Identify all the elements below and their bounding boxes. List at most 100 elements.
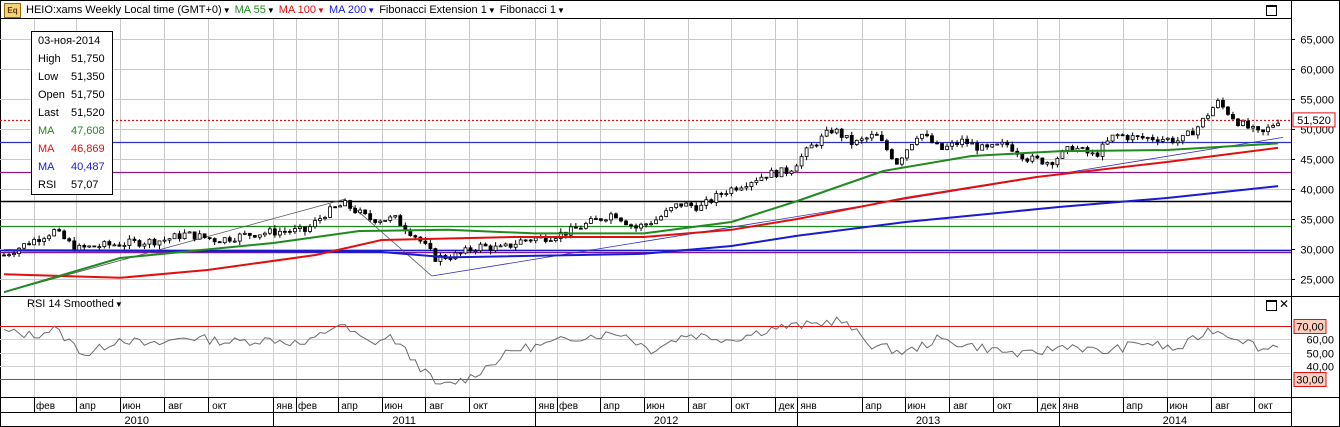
candle-body bbox=[1140, 135, 1145, 139]
candle-body bbox=[1030, 155, 1035, 162]
month-label: апр bbox=[79, 401, 96, 412]
candle-body bbox=[925, 133, 929, 137]
candle-body bbox=[12, 253, 16, 256]
candle-body bbox=[1020, 153, 1025, 160]
candle-body bbox=[257, 234, 262, 238]
rsi-upper-label: 70,00 bbox=[1296, 322, 1324, 334]
info-date: 03-ноя-2014 bbox=[38, 35, 101, 47]
info-value: 40,487 bbox=[71, 161, 105, 173]
candle-body bbox=[970, 142, 975, 145]
indicator-label: MA 200 bbox=[328, 4, 367, 16]
info-key: Open bbox=[38, 89, 65, 101]
info-row-open: Open 51,750 bbox=[32, 86, 112, 104]
candle-body bbox=[578, 227, 583, 230]
instrument-title[interactable]: HEIO:xams Weekly Local time (GMT+0) ▼ bbox=[26, 4, 231, 16]
maximize-rsi-panel-button[interactable] bbox=[1266, 300, 1277, 311]
candle-body bbox=[393, 215, 398, 218]
candle-body bbox=[323, 217, 327, 220]
candle-body bbox=[583, 222, 588, 229]
candle-body bbox=[22, 243, 26, 249]
candle-body bbox=[388, 216, 393, 221]
candle-body bbox=[37, 239, 42, 242]
candle-body bbox=[147, 238, 152, 245]
info-value: 46,869 bbox=[71, 143, 105, 155]
info-row-low: Low 51,350 bbox=[32, 68, 112, 86]
candle-body bbox=[468, 247, 473, 252]
price-tick-label: 60,000 bbox=[1300, 65, 1334, 77]
candle-body bbox=[900, 157, 904, 165]
data-window: 03-ноя-2014 High 51,750 Low 51,350 Open 51,… bbox=[31, 31, 113, 195]
candle-body bbox=[774, 169, 779, 178]
candle-body bbox=[428, 243, 433, 249]
candle-body bbox=[1125, 135, 1130, 141]
candle-body bbox=[358, 209, 363, 214]
instrument-label: HEIO:xams Weekly Local time (GMT+0) bbox=[26, 4, 222, 16]
month-label: дек bbox=[779, 401, 795, 412]
indicator-ma100[interactable]: MA 100 ▼ bbox=[279, 4, 325, 16]
indicator-label: MA 100 bbox=[278, 4, 317, 16]
candle-body bbox=[980, 144, 985, 151]
candle-body bbox=[348, 200, 353, 209]
candle-body bbox=[57, 229, 62, 232]
candle-body bbox=[684, 202, 689, 207]
candle-body bbox=[1045, 162, 1050, 165]
candle-body bbox=[1200, 117, 1205, 128]
candle-body bbox=[1055, 157, 1060, 166]
candle-body bbox=[313, 220, 317, 228]
candle-body bbox=[874, 133, 879, 136]
candle-body bbox=[458, 252, 463, 255]
candle-body bbox=[72, 240, 77, 252]
year-label: 2012 bbox=[654, 415, 678, 427]
candle-body bbox=[207, 237, 212, 239]
month-label: окт bbox=[735, 401, 750, 412]
candle-body bbox=[277, 230, 282, 236]
year-label: 2013 bbox=[916, 415, 940, 427]
month-label: янв bbox=[1062, 401, 1078, 412]
candle-body bbox=[162, 239, 167, 242]
candle-body bbox=[960, 138, 964, 145]
candle-body bbox=[588, 218, 593, 224]
rsi-panel-title[interactable]: RSI 14 Smoothed ▼ bbox=[27, 298, 123, 310]
close-icon[interactable]: ✕ bbox=[1279, 297, 1290, 311]
candle-body bbox=[513, 243, 518, 248]
month-label: авг bbox=[692, 401, 707, 412]
candle-body bbox=[558, 231, 563, 239]
price-tick-label: 25,000 bbox=[1300, 275, 1334, 287]
candle-body bbox=[553, 238, 558, 241]
candle-body bbox=[809, 144, 814, 149]
candle-body bbox=[1110, 134, 1115, 142]
candle-body bbox=[202, 233, 207, 238]
candle-body bbox=[498, 245, 503, 248]
candle-body bbox=[343, 200, 348, 207]
candle-body bbox=[704, 199, 709, 206]
candle-body bbox=[167, 238, 172, 241]
candle-body bbox=[1155, 139, 1160, 142]
candle-body bbox=[503, 243, 508, 247]
candle-body bbox=[839, 128, 844, 138]
candle-body bbox=[1165, 137, 1170, 140]
candle-body bbox=[493, 245, 498, 251]
month-label: апр bbox=[1126, 401, 1143, 412]
candle-body bbox=[1231, 113, 1235, 120]
month-label: июн bbox=[1169, 401, 1188, 412]
ma200-line bbox=[3, 185, 1279, 259]
maximize-price-panel-button[interactable] bbox=[1266, 5, 1277, 16]
indicator-ma55[interactable]: MA 55 ▼ bbox=[235, 4, 275, 16]
candle-body bbox=[940, 143, 944, 150]
candle-body bbox=[523, 239, 528, 242]
month-label: авг bbox=[953, 401, 968, 412]
candle-body bbox=[137, 240, 142, 247]
indicator-fib-extension[interactable]: Fibonacci Extension 1 ▼ bbox=[379, 4, 496, 16]
candle-body bbox=[363, 209, 368, 215]
candle-body bbox=[52, 229, 57, 237]
rsi-upper-tag bbox=[1293, 319, 1327, 334]
month-label: авг bbox=[429, 401, 444, 412]
indicator-ma200[interactable]: MA 200 ▼ bbox=[329, 4, 375, 16]
candle-body bbox=[1160, 138, 1165, 142]
candle-body bbox=[749, 182, 754, 187]
candle-body bbox=[1120, 134, 1125, 137]
dropdown-arrow-icon: ▼ bbox=[557, 5, 565, 15]
indicator-fibonacci[interactable]: Fibonacci 1 ▼ bbox=[500, 4, 565, 16]
candle-body bbox=[1105, 140, 1110, 145]
candle-body bbox=[242, 232, 247, 235]
